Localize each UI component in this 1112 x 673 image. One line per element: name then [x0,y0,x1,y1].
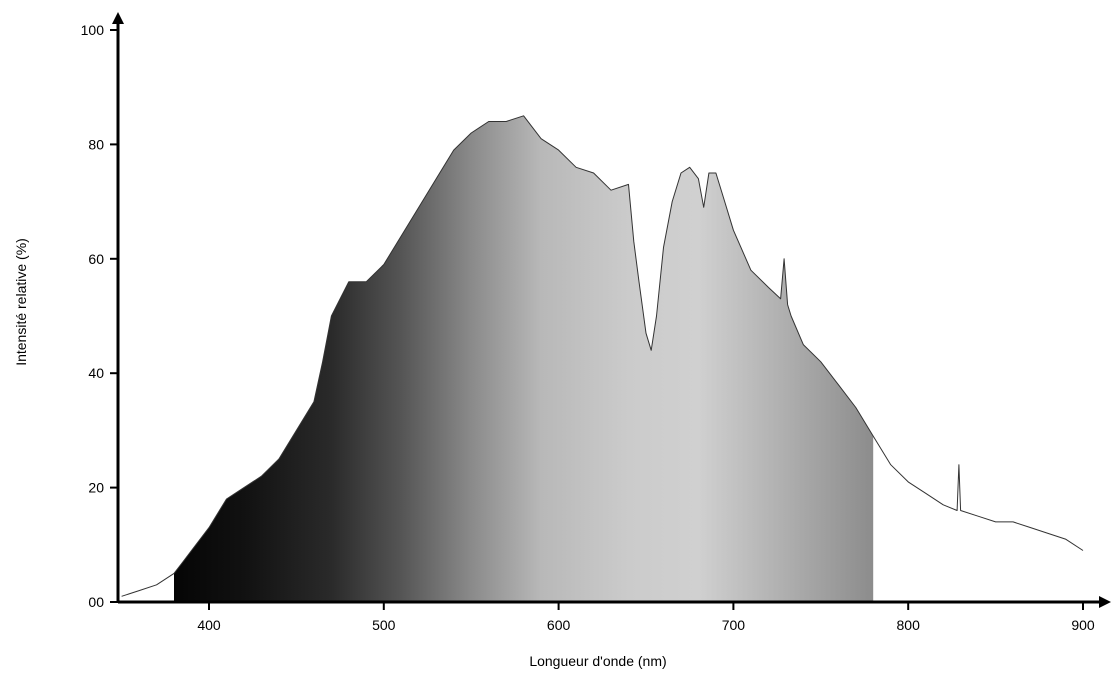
spectrum-fill [174,115,874,603]
y-tick-label: 20 [88,480,104,496]
y-tick-label: 00 [88,594,104,610]
x-tick-label: 400 [197,617,221,633]
x-tick-label: 600 [547,617,571,633]
y-axis-arrow-icon [112,12,124,24]
spectrum-line [121,115,1084,597]
x-axis-arrow-icon [1099,596,1111,608]
y-axis-label: Intensité relative (%) [13,238,29,366]
y-tick-label: 60 [88,251,104,267]
x-tick-label: 500 [372,617,396,633]
x-axis-label: Longueur d'onde (nm) [529,653,666,669]
x-tick-label: 900 [1071,617,1095,633]
x-tick-label: 800 [897,617,921,633]
y-tick-label: 80 [88,136,104,152]
x-tick-label: 700 [722,617,746,633]
y-tick-label: 100 [81,22,105,38]
y-tick-label: 40 [88,365,104,381]
